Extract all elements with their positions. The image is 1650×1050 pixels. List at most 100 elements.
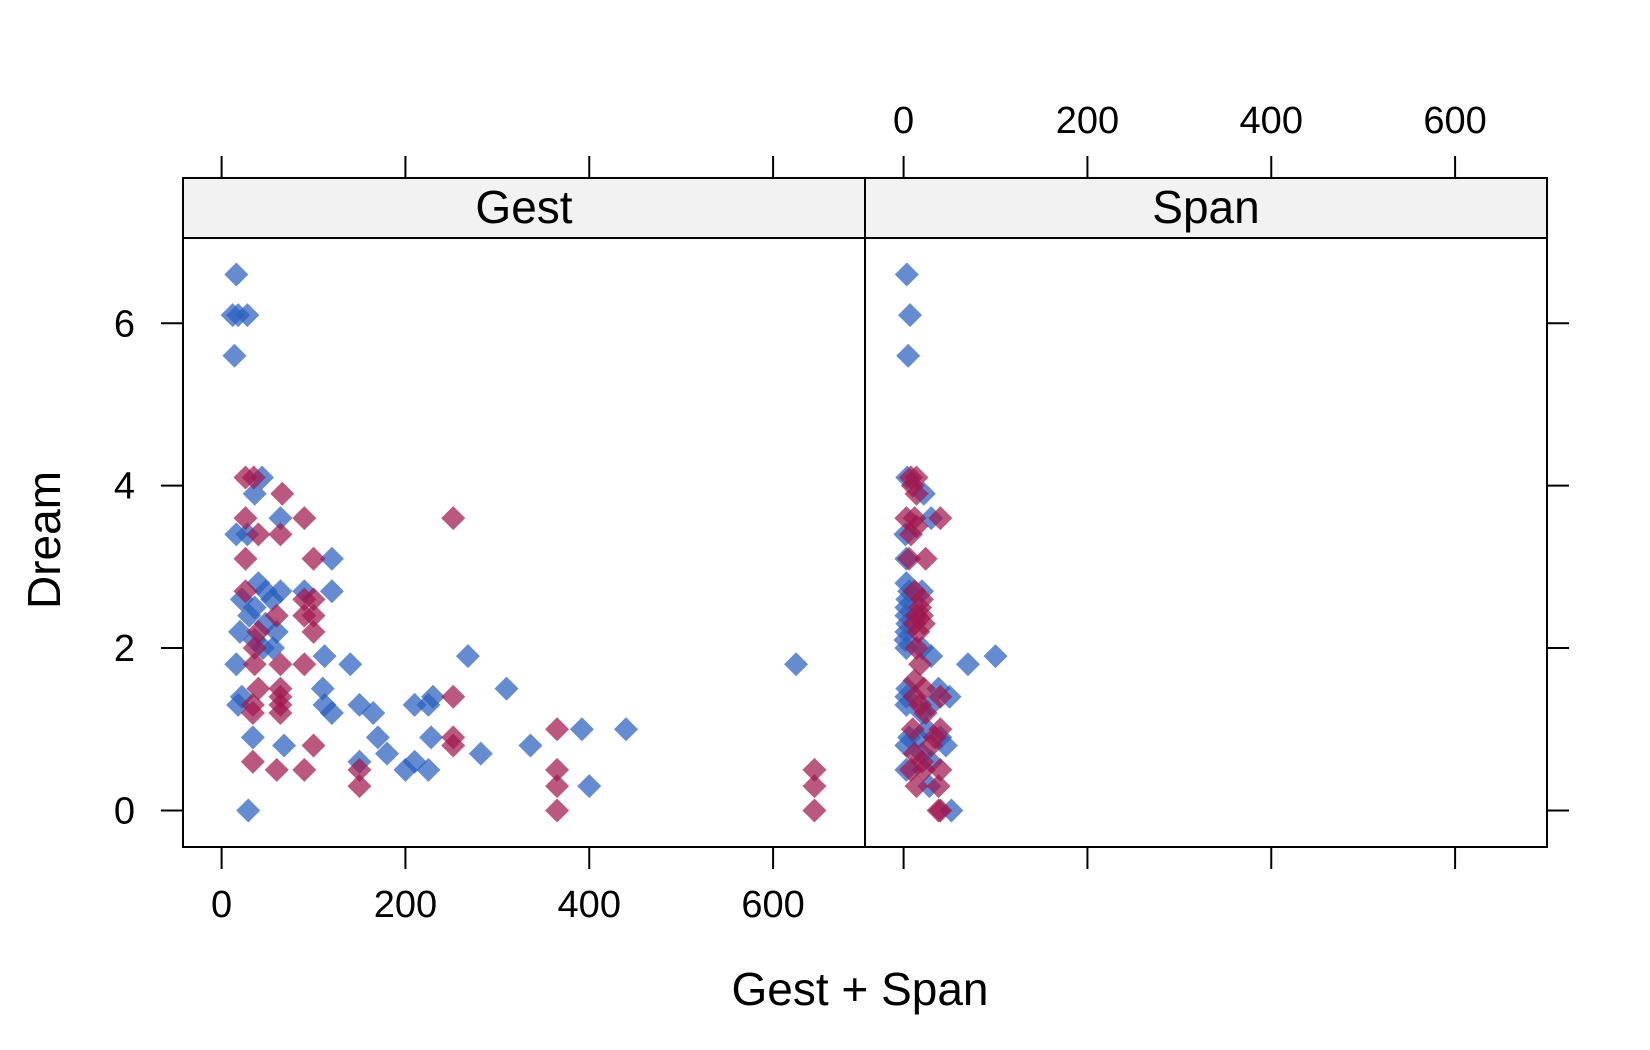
data-point (319, 701, 344, 726)
data-point (455, 644, 480, 669)
data-point (577, 774, 602, 799)
data-point (235, 303, 260, 328)
data-point (301, 546, 326, 571)
data-point (913, 701, 938, 726)
data-point (240, 749, 265, 774)
data-point (897, 546, 922, 571)
data-point (926, 798, 951, 823)
panel-frame-layer (182, 237, 1548, 848)
x-tick-label: 0 (893, 100, 914, 142)
data-point (802, 798, 827, 823)
data-point (913, 546, 938, 571)
data-point (246, 522, 271, 547)
strip-background-0 (182, 177, 866, 239)
data-point (802, 774, 827, 799)
data-point (518, 733, 543, 758)
data-point (904, 636, 929, 661)
data-point (347, 774, 372, 799)
data-point (264, 757, 289, 782)
strip-label-0: Gest (475, 181, 572, 233)
data-point (233, 506, 258, 531)
data-point (242, 652, 267, 677)
data-point (928, 684, 953, 709)
x-tick-label: 200 (374, 884, 437, 926)
panel-frame-1 (864, 237, 1548, 848)
data-point (545, 798, 570, 823)
x-tick-label: 400 (558, 884, 621, 926)
y-axis-title: Dream (18, 471, 70, 609)
tick-layer: 0 0 200 200 400 400 600 600 0 2 4 6 (114, 100, 1569, 926)
x-axis-title: Gest + Span (732, 963, 989, 1015)
data-point (233, 579, 258, 604)
data-point (928, 506, 953, 531)
data-point (983, 644, 1008, 669)
data-point (242, 636, 267, 661)
data-point (241, 465, 266, 490)
data-point (338, 652, 363, 677)
x-tick-label: 0 (211, 884, 232, 926)
y-tick-label: 0 (114, 790, 135, 832)
x-tick-label: 600 (1423, 100, 1486, 142)
data-point (242, 481, 267, 506)
x-tick-label: 600 (741, 884, 804, 926)
data-point (361, 701, 386, 726)
data-point (900, 717, 925, 742)
data-point (292, 757, 317, 782)
y-tick-label: 6 (114, 303, 135, 345)
data-point (268, 506, 293, 531)
data-point (569, 717, 594, 742)
data-point (270, 481, 295, 506)
data-point (441, 506, 466, 531)
data-point (240, 725, 265, 750)
data-point (319, 579, 344, 604)
strip-background-1 (864, 177, 1548, 239)
strip-label-1: Span (1152, 181, 1259, 233)
data-point (906, 619, 931, 644)
x-tick-label: 400 (1240, 100, 1303, 142)
x-tick-label: 200 (1056, 100, 1119, 142)
data-point (441, 733, 466, 758)
data-point (347, 757, 372, 782)
y-tick-label: 4 (114, 466, 135, 508)
data-point (319, 546, 344, 571)
data-point (784, 652, 809, 677)
data-point (292, 603, 317, 628)
data-point (904, 774, 929, 799)
data-point (268, 579, 293, 604)
data-point (545, 757, 570, 782)
data-point (416, 692, 441, 717)
data-point (365, 725, 390, 750)
data-point (441, 684, 466, 709)
data-point (268, 652, 293, 677)
data-point (375, 741, 400, 766)
data-point (419, 725, 444, 750)
data-point (272, 733, 297, 758)
data-point (904, 514, 929, 539)
data-point (416, 757, 441, 782)
data-point (301, 587, 326, 612)
y-tick-label: 2 (114, 628, 135, 670)
data-point (240, 701, 265, 726)
data-point (614, 717, 639, 742)
points-layer (220, 262, 1008, 823)
data-point (896, 343, 921, 368)
data-point (468, 741, 493, 766)
data-point (237, 603, 262, 628)
data-point (894, 262, 919, 287)
data-point (292, 652, 317, 677)
data-point (224, 262, 249, 287)
data-point (292, 506, 317, 531)
strip-layer: Gest Span (182, 177, 1548, 239)
data-point (919, 733, 944, 758)
data-point (955, 652, 980, 677)
data-point (233, 546, 258, 571)
data-point (545, 774, 570, 799)
data-point (222, 343, 247, 368)
data-point (312, 644, 337, 669)
data-point (928, 757, 953, 782)
data-point (926, 774, 951, 799)
data-point (898, 303, 923, 328)
data-point (494, 676, 519, 701)
